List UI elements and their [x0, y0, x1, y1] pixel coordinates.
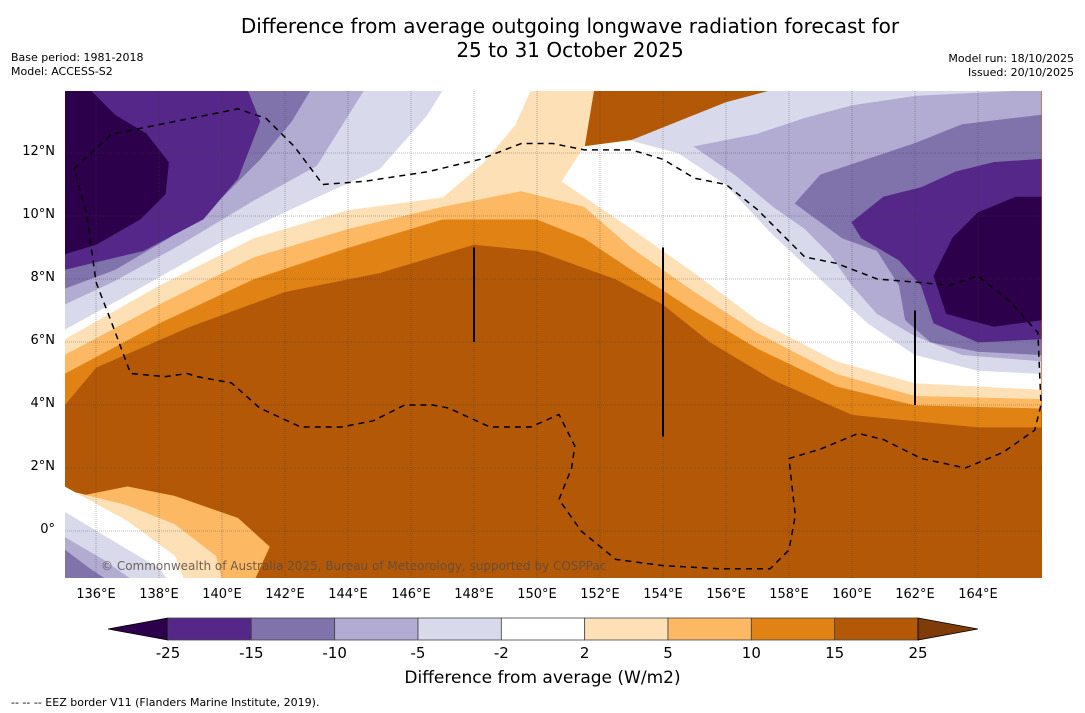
colorbar-bin	[250, 617, 336, 641]
model-name: Model: ACCESS-S2	[11, 65, 113, 78]
lat-tick-label: 4°N	[30, 396, 56, 411]
colorbar-tick-label: -25	[155, 644, 181, 662]
lon-tick-label: 162°E	[895, 587, 935, 602]
zone-strong-negative-ne	[933, 196, 1042, 327]
lat-tick-label: 2°N	[30, 459, 56, 474]
indicator-lines	[473, 247, 916, 437]
map-plot[interactable]	[65, 91, 1042, 578]
lon-tick-label: 158°E	[769, 587, 809, 602]
colorbar-tick-label: -15	[239, 644, 264, 662]
title-line-1: Difference from average outgoing longwav…	[240, 14, 900, 38]
colorbar	[108, 617, 978, 641]
colorbar-tick-label: -2	[493, 644, 509, 662]
colorbar-bin	[167, 617, 252, 641]
lon-tick-label: 154°E	[643, 587, 683, 602]
colorbar-over-arrow	[917, 617, 978, 641]
colorbar-bin	[750, 617, 836, 641]
lon-tick-label: 142°E	[265, 587, 305, 602]
title-line-2: 25 to 31 October 2025	[456, 38, 684, 62]
zone-strong-negative-nw	[65, 91, 169, 255]
graticule	[65, 91, 1042, 578]
colorbar-tick-label: 25	[908, 644, 928, 662]
lon-tick-label: 136°E	[76, 587, 116, 602]
colorbar-bin	[334, 617, 419, 641]
lat-tick-label: 8°N	[30, 270, 56, 285]
lon-tick-label: 146°E	[391, 587, 431, 602]
copyright-notice: © Commonwealth of Australia 2025, Bureau…	[101, 559, 607, 573]
lon-tick-label: 152°E	[580, 587, 620, 602]
colorbar-under-arrow	[108, 617, 169, 641]
lat-tick-label: 10°N	[22, 207, 55, 222]
colorbar-tick-label: -10	[322, 644, 347, 662]
issued-date: Issued: 20/10/2025	[967, 66, 1074, 79]
colorbar-tick-label: 15	[825, 644, 845, 662]
lon-tick-label: 148°E	[454, 587, 494, 602]
colorbar-tick-label: -5	[410, 644, 426, 662]
lon-tick-label: 144°E	[328, 587, 368, 602]
colorbar-label: Difference from average (W/m2)	[404, 668, 681, 688]
lon-tick-label: 156°E	[706, 587, 746, 602]
lon-tick-label: 164°E	[958, 587, 998, 602]
lat-tick-label: 6°N	[30, 333, 56, 348]
colorbar-tick-label: 5	[663, 644, 673, 662]
chart-title: Difference from average outgoing longwav…	[0, 14, 1085, 62]
lat-tick-label: 12°N	[22, 144, 55, 159]
metadata-left: Base period: 1981-2018 Model: ACCESS-S2	[11, 51, 143, 79]
metadata-right: Model run: 18/10/2025 Issued: 20/10/2025	[948, 52, 1074, 80]
model-run-date: Model run: 18/10/2025	[948, 52, 1074, 65]
lon-tick-label: 138°E	[139, 587, 179, 602]
colorbar-bin	[584, 617, 669, 641]
zone-negative-10-15-sw	[65, 549, 105, 578]
lat-tick-label: 0°	[40, 522, 55, 537]
lon-tick-label: 150°E	[517, 587, 557, 602]
lon-tick-label: 140°E	[202, 587, 242, 602]
colorbar-tick-label: 10	[741, 644, 761, 662]
colorbar-bin	[834, 617, 919, 641]
colorbar-bin	[667, 617, 752, 641]
lon-tick-label: 160°E	[832, 587, 872, 602]
colorbar-bin	[500, 617, 586, 641]
base-period: Base period: 1981-2018	[11, 51, 144, 64]
colorbar-bin	[417, 617, 502, 641]
eez-legend-note: -- -- -- EEZ border V11 (Flanders Marine…	[11, 696, 320, 709]
anomaly-zones	[65, 91, 1042, 578]
colorbar-tick-label: 2	[579, 644, 590, 662]
